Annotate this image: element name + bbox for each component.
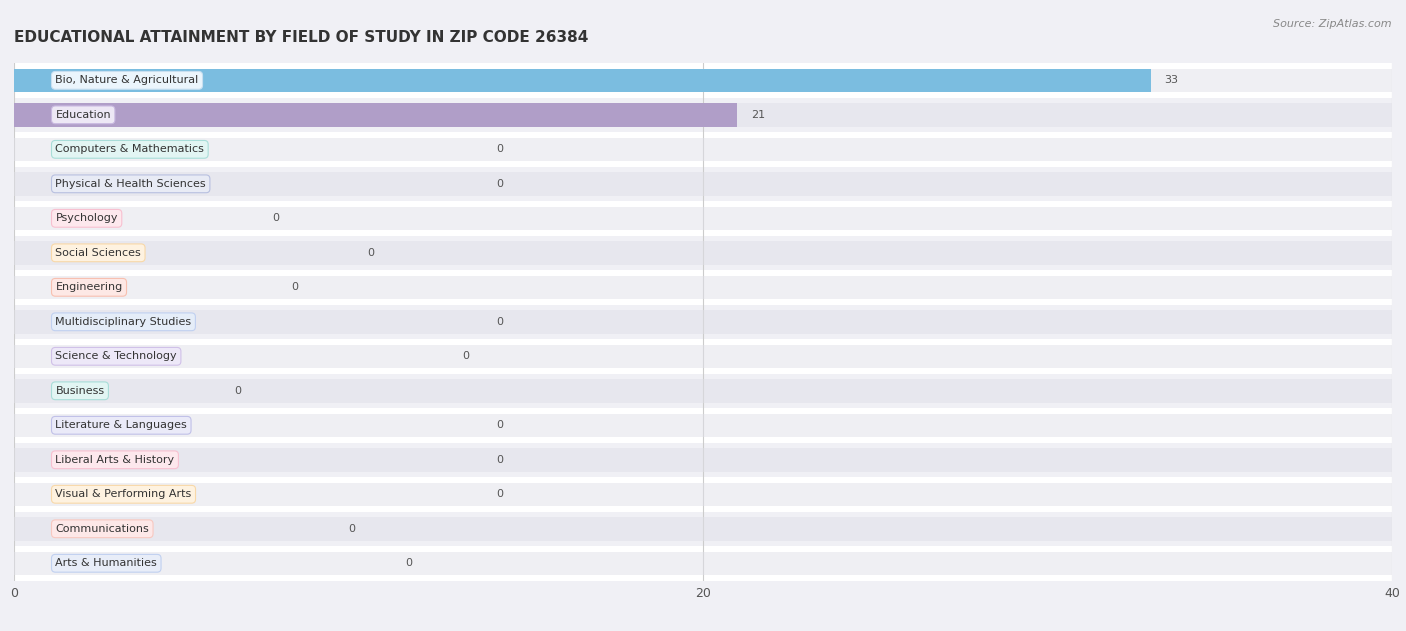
Text: 0: 0: [496, 420, 503, 430]
Text: Bio, Nature & Agricultural: Bio, Nature & Agricultural: [55, 75, 198, 85]
Text: 0: 0: [235, 386, 242, 396]
Text: Communications: Communications: [55, 524, 149, 534]
Bar: [14, 551, 1392, 575]
Bar: [14, 339, 1392, 374]
Text: Science & Technology: Science & Technology: [55, 351, 177, 362]
Bar: [14, 206, 1392, 230]
Text: 0: 0: [291, 282, 298, 292]
Bar: [14, 448, 1392, 471]
Bar: [14, 132, 1392, 167]
Text: Liberal Arts & History: Liberal Arts & History: [55, 455, 174, 465]
Text: 0: 0: [349, 524, 356, 534]
Text: 0: 0: [496, 455, 503, 465]
Bar: [14, 483, 1392, 506]
Text: Business: Business: [55, 386, 104, 396]
Text: Physical & Health Sciences: Physical & Health Sciences: [55, 179, 207, 189]
Text: Multidisciplinary Studies: Multidisciplinary Studies: [55, 317, 191, 327]
Bar: [14, 69, 1392, 92]
Bar: [14, 276, 1392, 299]
Bar: [14, 167, 1392, 201]
Bar: [14, 138, 1392, 161]
Text: 0: 0: [496, 489, 503, 499]
Bar: [14, 69, 1152, 92]
Bar: [14, 546, 1392, 581]
Bar: [14, 512, 1392, 546]
Bar: [14, 103, 738, 127]
Bar: [14, 98, 1392, 132]
Bar: [14, 201, 1392, 235]
Text: Computers & Mathematics: Computers & Mathematics: [55, 144, 204, 155]
Text: Psychology: Psychology: [55, 213, 118, 223]
Text: 0: 0: [273, 213, 280, 223]
Bar: [14, 103, 1392, 127]
Bar: [14, 172, 1392, 196]
Text: 0: 0: [367, 248, 374, 258]
Bar: [14, 413, 1392, 437]
Text: 0: 0: [405, 558, 412, 569]
Text: 33: 33: [1164, 75, 1178, 85]
Text: 0: 0: [463, 351, 468, 362]
Bar: [14, 379, 1392, 403]
Text: Literature & Languages: Literature & Languages: [55, 420, 187, 430]
Text: 0: 0: [496, 144, 503, 155]
Bar: [14, 442, 1392, 477]
Text: 0: 0: [496, 179, 503, 189]
Text: EDUCATIONAL ATTAINMENT BY FIELD OF STUDY IN ZIP CODE 26384: EDUCATIONAL ATTAINMENT BY FIELD OF STUDY…: [14, 30, 589, 45]
Bar: [14, 305, 1392, 339]
Bar: [14, 374, 1392, 408]
Bar: [14, 408, 1392, 442]
Text: Education: Education: [55, 110, 111, 120]
Text: Source: ZipAtlas.com: Source: ZipAtlas.com: [1274, 19, 1392, 29]
Text: Engineering: Engineering: [55, 282, 122, 292]
Bar: [14, 270, 1392, 305]
Bar: [14, 310, 1392, 334]
Bar: [14, 345, 1392, 368]
Bar: [14, 235, 1392, 270]
Text: Visual & Performing Arts: Visual & Performing Arts: [55, 489, 191, 499]
Text: 0: 0: [496, 317, 503, 327]
Text: 21: 21: [751, 110, 765, 120]
Text: Arts & Humanities: Arts & Humanities: [55, 558, 157, 569]
Bar: [14, 517, 1392, 541]
Bar: [14, 477, 1392, 512]
Text: Social Sciences: Social Sciences: [55, 248, 141, 258]
Bar: [14, 63, 1392, 98]
Bar: [14, 241, 1392, 264]
